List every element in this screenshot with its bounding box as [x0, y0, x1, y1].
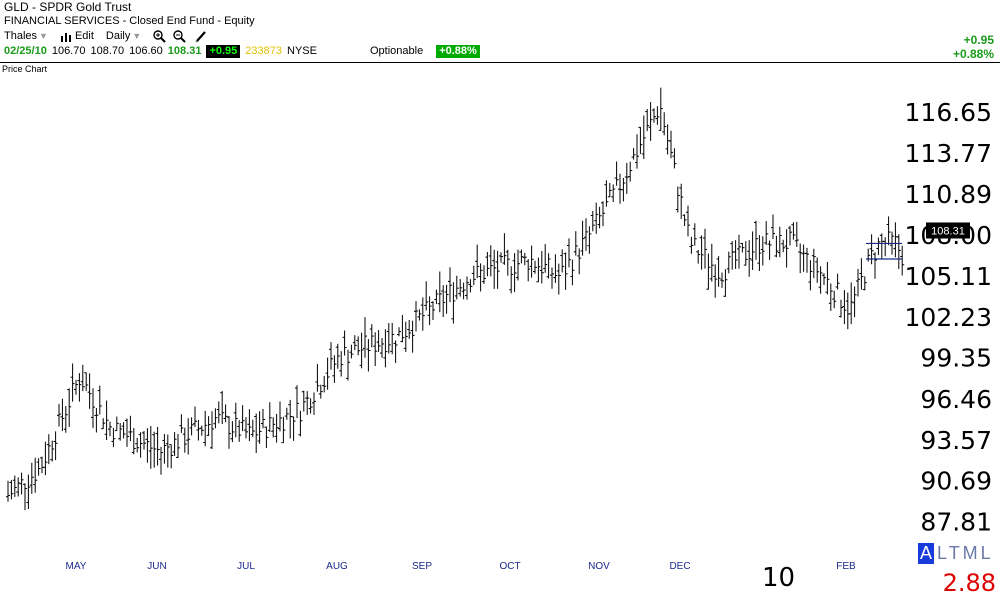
price-chart[interactable]: 116.65113.77110.89108.00105.11102.2399.3…	[0, 63, 1000, 599]
optionable-label: Optionable	[369, 45, 424, 57]
draw-tool-button[interactable]	[195, 30, 210, 43]
last-price-marker	[926, 222, 970, 239]
symbol-title: GLD - SPDR Gold Trust	[4, 0, 132, 14]
zoom-in-icon	[153, 30, 167, 43]
y-tick-label: 99.35	[920, 344, 992, 373]
x-tick-label: AUG	[326, 561, 348, 572]
user-label: Thales	[4, 30, 38, 42]
x-tick-label: JUN	[147, 561, 166, 572]
last-price-label: 108.31	[931, 225, 965, 237]
y-tick-label: 87.81	[920, 508, 992, 537]
sector-line: FINANCIAL SERVICES - Closed End Fund - E…	[4, 15, 255, 27]
y-tick-label: 90.69	[920, 467, 992, 496]
quote-line: 02/25/10 106.70 108.70 106.60 108.31 +0.…	[4, 45, 480, 58]
chevron-down-icon: ▼	[39, 31, 48, 41]
y-tick-label: 105.11	[905, 262, 992, 291]
right-change-summary: +0.95 +0.88%	[953, 33, 994, 61]
x-tick-label: MAY	[66, 561, 87, 572]
quote-date: 02/25/10	[4, 45, 47, 57]
chart-title: Price Chart	[2, 64, 48, 74]
quote-header: GLD - SPDR Gold Trust FINANCIAL SERVICES…	[0, 0, 1000, 61]
x-tick-label: OCT	[499, 561, 520, 572]
period-label: Daily	[105, 30, 131, 42]
quote-last: 108.31	[167, 45, 202, 57]
indicator-label: A LTML	[918, 543, 994, 564]
x-tick-label: JUL	[237, 561, 255, 572]
user-dropdown[interactable]: Thales ▼	[4, 30, 48, 43]
y-tick-label: 93.57	[920, 426, 992, 455]
quote-open: 106.70	[51, 45, 86, 57]
indicator-value: 2.88	[942, 569, 996, 597]
quote-change: +0.95	[206, 45, 241, 58]
right-change-pct: +0.88%	[952, 47, 994, 61]
edit-label: Edit	[74, 30, 94, 42]
quote-volume: 233873	[245, 45, 283, 57]
right-change: +0.95	[963, 33, 994, 47]
x-tick-label: NOV	[588, 561, 610, 572]
y-tick-label: 116.65	[905, 98, 992, 127]
year-label: 10	[762, 563, 796, 593]
quote-change-pct: +0.88%	[436, 45, 480, 58]
zoom-out-icon	[173, 30, 187, 43]
period-dropdown[interactable]: Daily ▼	[106, 30, 141, 43]
indicator-name: LTML	[937, 543, 994, 563]
y-tick-label: 102.23	[905, 303, 992, 332]
quote-exchange: NYSE	[287, 45, 317, 57]
x-tick-label: DEC	[669, 561, 690, 572]
x-tick-label: FEB	[836, 561, 856, 572]
y-tick-label: 110.89	[905, 180, 992, 209]
quote-low: 106.60	[129, 45, 163, 57]
zoom-in-button[interactable]	[153, 30, 169, 43]
chart-top-border	[0, 62, 1000, 63]
toolbar: Thales ▼ Edit Daily ▼	[4, 30, 222, 43]
pencil-icon	[195, 31, 207, 43]
zoom-out-button[interactable]	[173, 30, 189, 43]
y-tick-label: 96.46	[920, 385, 992, 414]
y-tick-label: 113.77	[905, 139, 992, 168]
chart-bars-icon	[60, 32, 71, 42]
indicator-letter[interactable]: A	[918, 543, 935, 564]
edit-button[interactable]: Edit	[60, 30, 94, 43]
chevron-down-icon: ▼	[132, 31, 142, 41]
quote-high: 108.70	[90, 45, 125, 57]
x-tick-label: SEP	[412, 561, 432, 572]
